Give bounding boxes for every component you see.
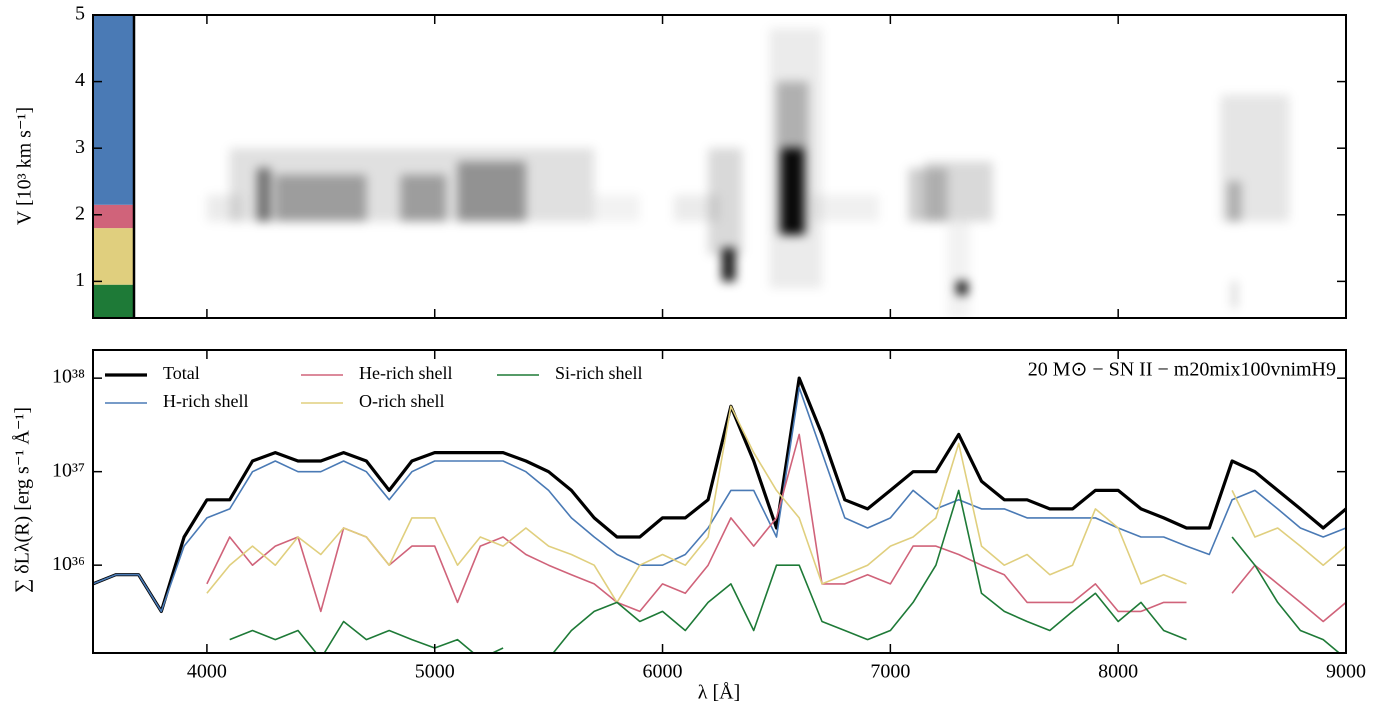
- x-axis-label: λ [Å]: [698, 682, 740, 704]
- shell-band: [93, 15, 135, 205]
- y-tick-label: 10³⁷: [52, 459, 85, 481]
- density-cell: [1232, 281, 1237, 309]
- axes-frame: [92, 349, 1347, 654]
- density-map: [206, 28, 1290, 318]
- density-cell: [781, 148, 804, 235]
- y-axis-label: ∑ δLλ(R) [erg s⁻¹ Å⁻¹]: [12, 407, 34, 593]
- annotation: 20 M⊙ − SN II − m20mix100vnimH9: [1028, 359, 1336, 381]
- shell-band: [93, 204, 135, 229]
- density-cell: [594, 194, 640, 222]
- y-tick-label: 4: [75, 69, 85, 91]
- shell-band: [93, 228, 135, 285]
- legend-label: Si-rich shell: [555, 363, 643, 383]
- spectrum-panel: Total H-rich shell He-rich shell O-rich she…: [52, 349, 1366, 683]
- x-tick-label: 4000: [187, 661, 227, 683]
- y-tick-label: 1: [75, 269, 85, 291]
- legend-label: Total: [163, 363, 200, 383]
- x-tick-label: 7000: [870, 661, 910, 683]
- series-line: [229, 489, 1341, 653]
- y-tick-label: 3: [75, 136, 85, 158]
- density-cell: [1227, 181, 1242, 222]
- series-line: [93, 376, 1346, 613]
- plot-area: [93, 376, 1346, 653]
- x-tick-label: 6000: [643, 661, 683, 683]
- legend: Total H-rich shell He-rich shell O-rich she…: [105, 363, 643, 411]
- density-cell: [708, 148, 743, 255]
- density-cell: [721, 248, 736, 282]
- x-tick-label: 5000: [415, 661, 455, 683]
- x-tick-label: 9000: [1326, 661, 1366, 683]
- shell-band: [93, 284, 135, 318]
- legend-label: O-rich shell: [359, 391, 444, 411]
- y-axis-label: V [10³ km s⁻¹]: [14, 107, 36, 225]
- density-cell: [400, 174, 447, 222]
- density-cell: [275, 174, 367, 222]
- density-cell: [947, 221, 971, 318]
- series-line: [206, 405, 1346, 604]
- axes-frame: [92, 14, 1347, 319]
- series-line: [93, 386, 1346, 613]
- density-cell: [924, 161, 993, 222]
- y-tick-label: 2: [75, 202, 85, 224]
- y-tick-label: 5: [75, 3, 85, 25]
- legend-label: H-rich shell: [163, 391, 248, 411]
- x-tick-label: 8000: [1098, 661, 1138, 683]
- y-tick-label: 10³⁶: [52, 553, 85, 575]
- legend-label: He-rich shell: [359, 363, 452, 383]
- density-cell: [457, 161, 526, 222]
- y-tick-label: 10³⁸: [52, 366, 85, 388]
- density-cell: [257, 168, 271, 222]
- plot-area: [93, 15, 1290, 318]
- velocity-panel: 1 2 3 4 5: [75, 3, 1347, 319]
- density-cell: [810, 194, 879, 222]
